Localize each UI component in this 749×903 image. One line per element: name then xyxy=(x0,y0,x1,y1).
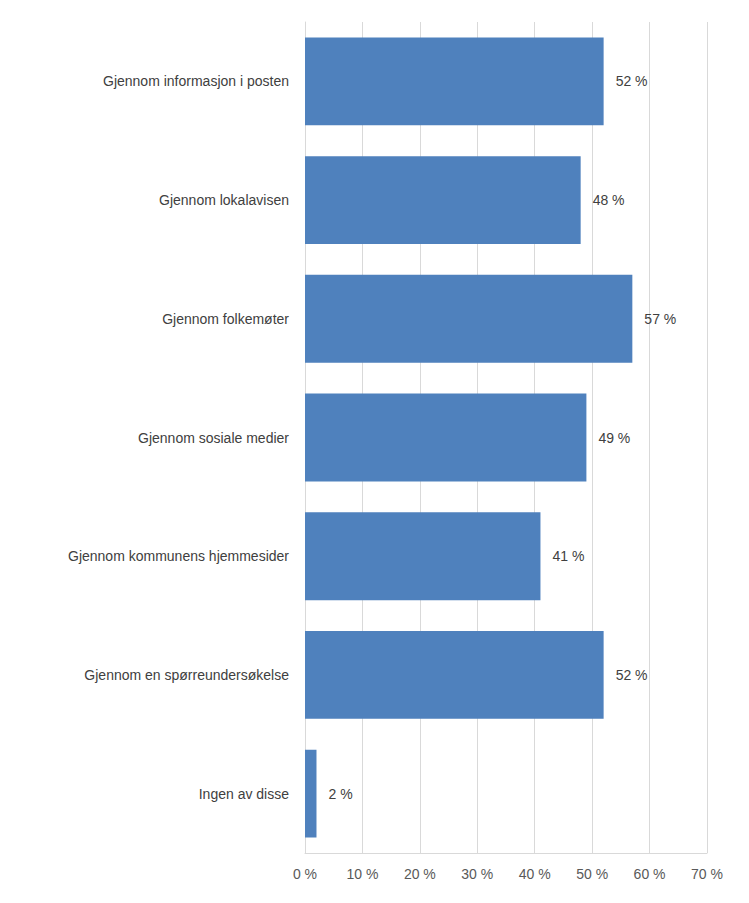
svg-text:30 %: 30 % xyxy=(461,866,493,882)
svg-text:Gjennom folkemøter: Gjennom folkemøter xyxy=(162,311,289,327)
svg-text:2 %: 2 % xyxy=(328,786,352,802)
svg-text:70 %: 70 % xyxy=(691,866,723,882)
svg-text:Gjennom en spørreundersøkelse: Gjennom en spørreundersøkelse xyxy=(84,667,289,683)
svg-text:52 %: 52 % xyxy=(616,73,648,89)
svg-text:Gjennom informasjon i posten: Gjennom informasjon i posten xyxy=(103,73,289,89)
svg-text:41 %: 41 % xyxy=(552,548,584,564)
svg-text:52 %: 52 % xyxy=(616,667,648,683)
svg-text:57 %: 57 % xyxy=(644,311,676,327)
svg-text:50 %: 50 % xyxy=(576,866,608,882)
svg-text:Gjennom lokalavisen: Gjennom lokalavisen xyxy=(159,192,289,208)
svg-text:20 %: 20 % xyxy=(404,866,436,882)
svg-text:10 %: 10 % xyxy=(346,866,378,882)
svg-text:Gjennom kommunens hjemmesider: Gjennom kommunens hjemmesider xyxy=(68,548,289,564)
svg-text:49 %: 49 % xyxy=(598,430,630,446)
svg-text:Gjennom sosiale medier: Gjennom sosiale medier xyxy=(138,430,289,446)
svg-text:40 %: 40 % xyxy=(519,866,551,882)
svg-text:60 %: 60 % xyxy=(634,866,666,882)
svg-text:0 %: 0 % xyxy=(293,866,317,882)
svg-text:48 %: 48 % xyxy=(593,192,625,208)
svg-text:Ingen av disse: Ingen av disse xyxy=(199,786,289,802)
